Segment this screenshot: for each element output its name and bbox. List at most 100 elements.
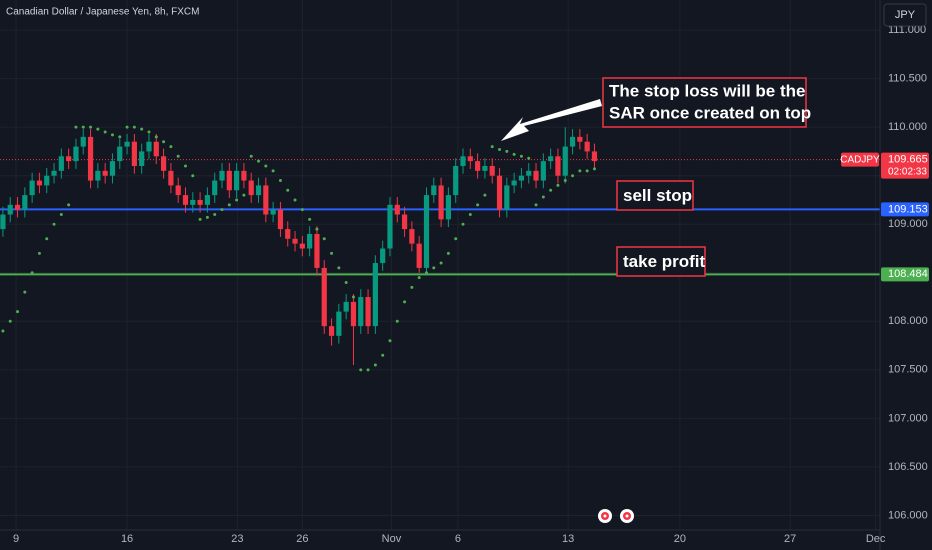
y-tick-label: 106.500 [888, 461, 928, 473]
candle-body [226, 170, 232, 191]
level-label-bg [881, 202, 929, 217]
candle-body [548, 156, 554, 162]
sar-dot [476, 203, 480, 207]
level-annotation: take profit [623, 252, 706, 271]
candle-body [569, 136, 576, 147]
sar-dot [271, 169, 275, 173]
sar-dot [125, 125, 129, 129]
sar-dot [59, 213, 63, 217]
sar-dot [344, 280, 348, 284]
candle-body [7, 204, 13, 215]
candle-body [489, 165, 495, 176]
y-tick-label: 111.000 [888, 24, 926, 36]
sar-dot [118, 135, 122, 139]
candle-body [124, 141, 130, 147]
candle-body [248, 180, 254, 196]
candle-body [204, 195, 211, 205]
candle-body [380, 248, 386, 264]
candle-body [146, 141, 152, 152]
sar-dot [468, 213, 472, 217]
x-tick-label: 9 [13, 533, 19, 545]
candle-body [285, 229, 291, 239]
candle-body [577, 136, 583, 142]
candle-body [387, 204, 393, 249]
x-tick-label: 16 [121, 533, 133, 545]
sar-dot [45, 237, 49, 241]
sar-dot [541, 195, 545, 199]
candle-body [482, 165, 488, 171]
candle-body [336, 311, 342, 336]
candle-body [467, 156, 473, 162]
sar-dot [549, 188, 553, 192]
sar-dot [213, 213, 217, 217]
candle-body [584, 141, 590, 152]
sar-dot [337, 266, 341, 270]
sar-dot [366, 368, 370, 372]
candle-body [511, 180, 517, 186]
countdown-label: 02:02:33 [888, 166, 927, 177]
y-tick-label: 107.000 [888, 412, 928, 424]
sar-dot [403, 300, 407, 304]
time-axis [0, 530, 880, 550]
sar-dot [585, 169, 589, 173]
sar-dot [242, 193, 246, 197]
candle-body [314, 233, 320, 268]
sar-dot [395, 319, 399, 323]
candle-body [44, 175, 50, 186]
y-tick-label: 110.000 [888, 121, 927, 133]
y-tick-label: 109.000 [888, 218, 928, 230]
sar-dot [198, 217, 202, 221]
sar-dot [505, 149, 509, 153]
sar-dot [103, 130, 107, 134]
sar-dot [388, 339, 392, 343]
annotation-arrow [501, 99, 602, 141]
x-tick-label: 27 [784, 533, 796, 545]
sar-dot [417, 276, 421, 280]
currency-button[interactable] [883, 3, 927, 27]
sar-dot [446, 251, 450, 255]
annotation-text: SAR once created on top [609, 103, 811, 122]
candle-body [372, 263, 378, 327]
candle-body [453, 165, 459, 196]
sar-dot [81, 125, 85, 129]
sar-dot [278, 179, 282, 183]
candle-body [153, 141, 159, 157]
sar-dot [563, 179, 567, 183]
sar-dot [176, 154, 180, 158]
candle-body [175, 185, 181, 196]
candle-body [533, 170, 539, 181]
sar-dot [191, 174, 195, 178]
sar-dot [227, 203, 231, 207]
y-tick-label: 107.500 [888, 364, 928, 376]
sar-dot [30, 271, 34, 275]
sar-dot [249, 154, 253, 158]
sar-dot [1, 329, 5, 333]
sar-dot [220, 208, 224, 212]
sar-dot [592, 167, 596, 171]
candle-body [14, 204, 21, 210]
candle-body [36, 180, 43, 186]
annotation-box [616, 246, 706, 277]
candle-body [168, 170, 174, 186]
sar-dot [519, 154, 523, 158]
sar-dot [162, 140, 166, 144]
annotation-box [616, 180, 694, 211]
plot-area: The stop loss will be the SAR once create… [0, 0, 880, 530]
y-tick-label: 108.000 [888, 315, 928, 327]
x-tick-label: Dec [866, 533, 886, 545]
candle-body [358, 297, 364, 327]
sar-dot [286, 188, 290, 192]
candle-body [22, 195, 28, 210]
sar-dot [483, 193, 487, 197]
candle-body [95, 170, 101, 181]
candle-body [197, 199, 203, 205]
sar-dot [461, 222, 465, 226]
candle-body [526, 170, 532, 176]
candle-body [58, 156, 64, 171]
sar-dot [351, 295, 355, 299]
annotation-text: The stop loss will be the [609, 81, 805, 100]
candle-body [241, 170, 247, 181]
candle-body [160, 156, 167, 171]
candle-body [401, 214, 408, 230]
